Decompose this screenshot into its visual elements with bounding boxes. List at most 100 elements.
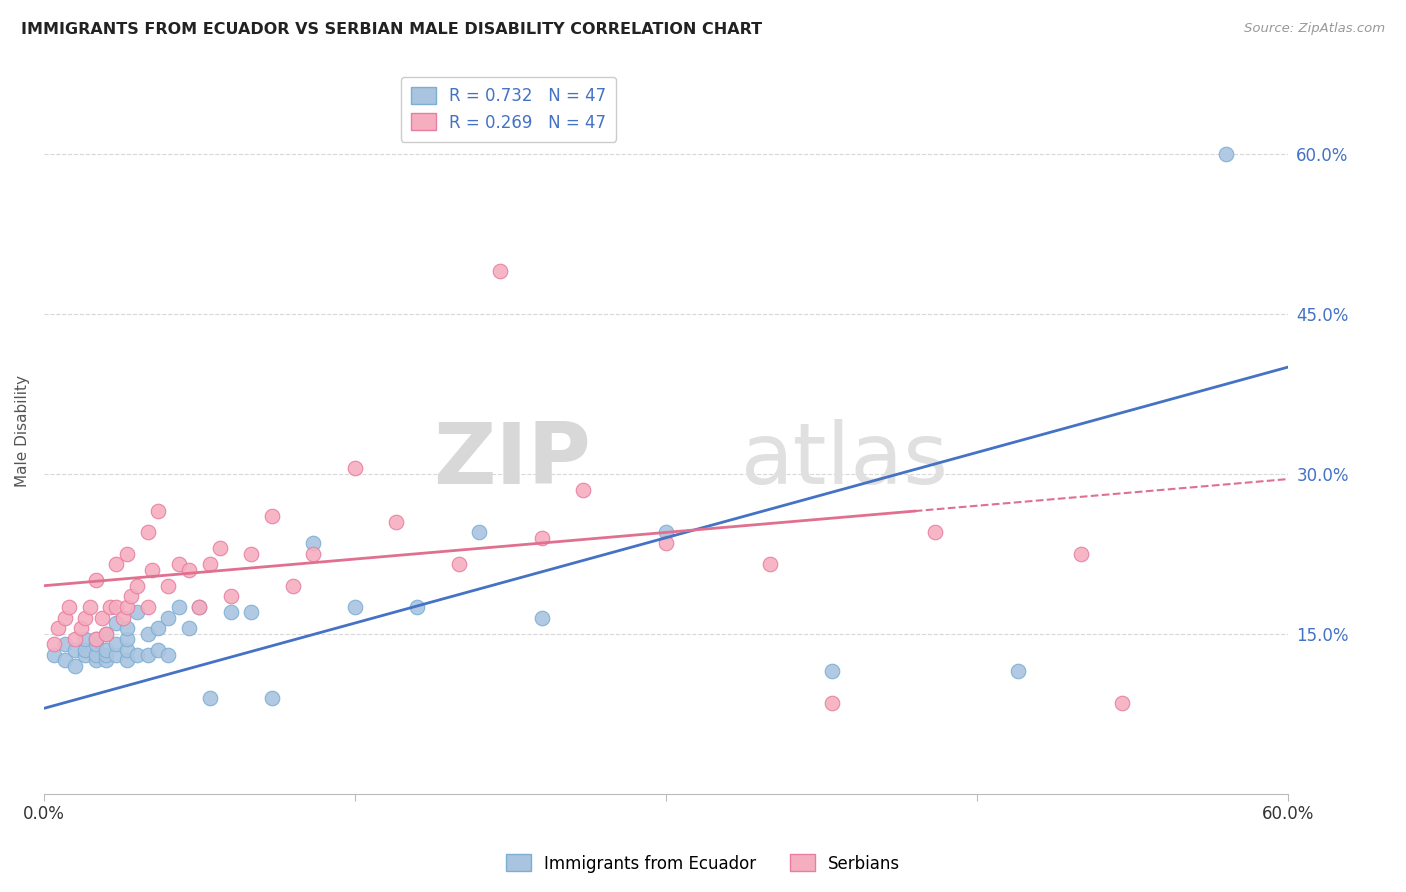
Point bbox=[136, 648, 159, 662]
Point bbox=[655, 525, 678, 540]
Point bbox=[127, 579, 149, 593]
Point bbox=[53, 611, 76, 625]
Point bbox=[1070, 547, 1092, 561]
Point bbox=[44, 648, 66, 662]
Point bbox=[127, 648, 149, 662]
Point bbox=[105, 558, 128, 572]
Point bbox=[63, 632, 86, 646]
Point bbox=[84, 574, 107, 588]
Point bbox=[84, 632, 107, 646]
Point bbox=[63, 658, 86, 673]
Point bbox=[146, 642, 169, 657]
Point bbox=[157, 611, 180, 625]
Point bbox=[468, 525, 491, 540]
Point bbox=[53, 653, 76, 667]
Point bbox=[188, 600, 211, 615]
Y-axis label: Male Disability: Male Disability bbox=[15, 376, 30, 487]
Legend: R = 0.732   N = 47, R = 0.269   N = 47: R = 0.732 N = 47, R = 0.269 N = 47 bbox=[401, 77, 616, 142]
Point bbox=[530, 611, 553, 625]
Point bbox=[75, 611, 97, 625]
Point bbox=[127, 606, 149, 620]
Point bbox=[240, 547, 263, 561]
Point bbox=[343, 600, 366, 615]
Point bbox=[136, 600, 159, 615]
Point bbox=[758, 558, 780, 572]
Point bbox=[94, 648, 117, 662]
Point bbox=[219, 606, 242, 620]
Point bbox=[58, 600, 80, 615]
Point bbox=[188, 600, 211, 615]
Point bbox=[53, 637, 76, 651]
Point bbox=[48, 621, 70, 635]
Text: atlas: atlas bbox=[741, 418, 949, 501]
Point bbox=[115, 547, 138, 561]
Text: ZIP: ZIP bbox=[433, 418, 592, 501]
Point bbox=[821, 696, 844, 710]
Point bbox=[84, 637, 107, 651]
Point bbox=[302, 547, 325, 561]
Point bbox=[84, 653, 107, 667]
Point bbox=[1007, 664, 1029, 678]
Point bbox=[821, 664, 844, 678]
Point bbox=[198, 690, 221, 705]
Point bbox=[302, 536, 325, 550]
Point bbox=[105, 600, 128, 615]
Point bbox=[447, 558, 470, 572]
Point bbox=[260, 690, 283, 705]
Point bbox=[70, 621, 93, 635]
Point bbox=[94, 642, 117, 657]
Point bbox=[209, 541, 232, 556]
Point bbox=[141, 563, 163, 577]
Point bbox=[177, 563, 200, 577]
Point bbox=[84, 648, 107, 662]
Point bbox=[44, 637, 66, 651]
Point bbox=[167, 600, 190, 615]
Point bbox=[655, 536, 678, 550]
Point bbox=[157, 579, 180, 593]
Point bbox=[94, 626, 117, 640]
Point bbox=[1111, 696, 1133, 710]
Point bbox=[219, 590, 242, 604]
Point bbox=[105, 648, 128, 662]
Point bbox=[136, 626, 159, 640]
Point bbox=[385, 515, 408, 529]
Point bbox=[146, 621, 169, 635]
Point bbox=[94, 653, 117, 667]
Point bbox=[111, 611, 134, 625]
Point bbox=[120, 590, 142, 604]
Point bbox=[157, 648, 180, 662]
Point bbox=[115, 600, 138, 615]
Point bbox=[105, 615, 128, 630]
Point bbox=[115, 653, 138, 667]
Point bbox=[136, 525, 159, 540]
Text: IMMIGRANTS FROM ECUADOR VS SERBIAN MALE DISABILITY CORRELATION CHART: IMMIGRANTS FROM ECUADOR VS SERBIAN MALE … bbox=[21, 22, 762, 37]
Text: Source: ZipAtlas.com: Source: ZipAtlas.com bbox=[1244, 22, 1385, 36]
Point bbox=[167, 558, 190, 572]
Point bbox=[75, 632, 97, 646]
Point bbox=[924, 525, 946, 540]
Point bbox=[115, 621, 138, 635]
Point bbox=[91, 611, 114, 625]
Point bbox=[1215, 146, 1237, 161]
Point bbox=[198, 558, 221, 572]
Point bbox=[75, 648, 97, 662]
Point bbox=[105, 637, 128, 651]
Point bbox=[406, 600, 429, 615]
Point bbox=[260, 509, 283, 524]
Point bbox=[115, 642, 138, 657]
Point bbox=[489, 264, 512, 278]
Point bbox=[84, 632, 107, 646]
Point bbox=[115, 632, 138, 646]
Point bbox=[79, 600, 101, 615]
Point bbox=[94, 626, 117, 640]
Legend: Immigrants from Ecuador, Serbians: Immigrants from Ecuador, Serbians bbox=[499, 847, 907, 880]
Point bbox=[572, 483, 595, 497]
Point bbox=[281, 579, 304, 593]
Point bbox=[75, 642, 97, 657]
Point bbox=[63, 642, 86, 657]
Point bbox=[146, 504, 169, 518]
Point bbox=[530, 531, 553, 545]
Point bbox=[98, 600, 121, 615]
Point bbox=[343, 461, 366, 475]
Point bbox=[240, 606, 263, 620]
